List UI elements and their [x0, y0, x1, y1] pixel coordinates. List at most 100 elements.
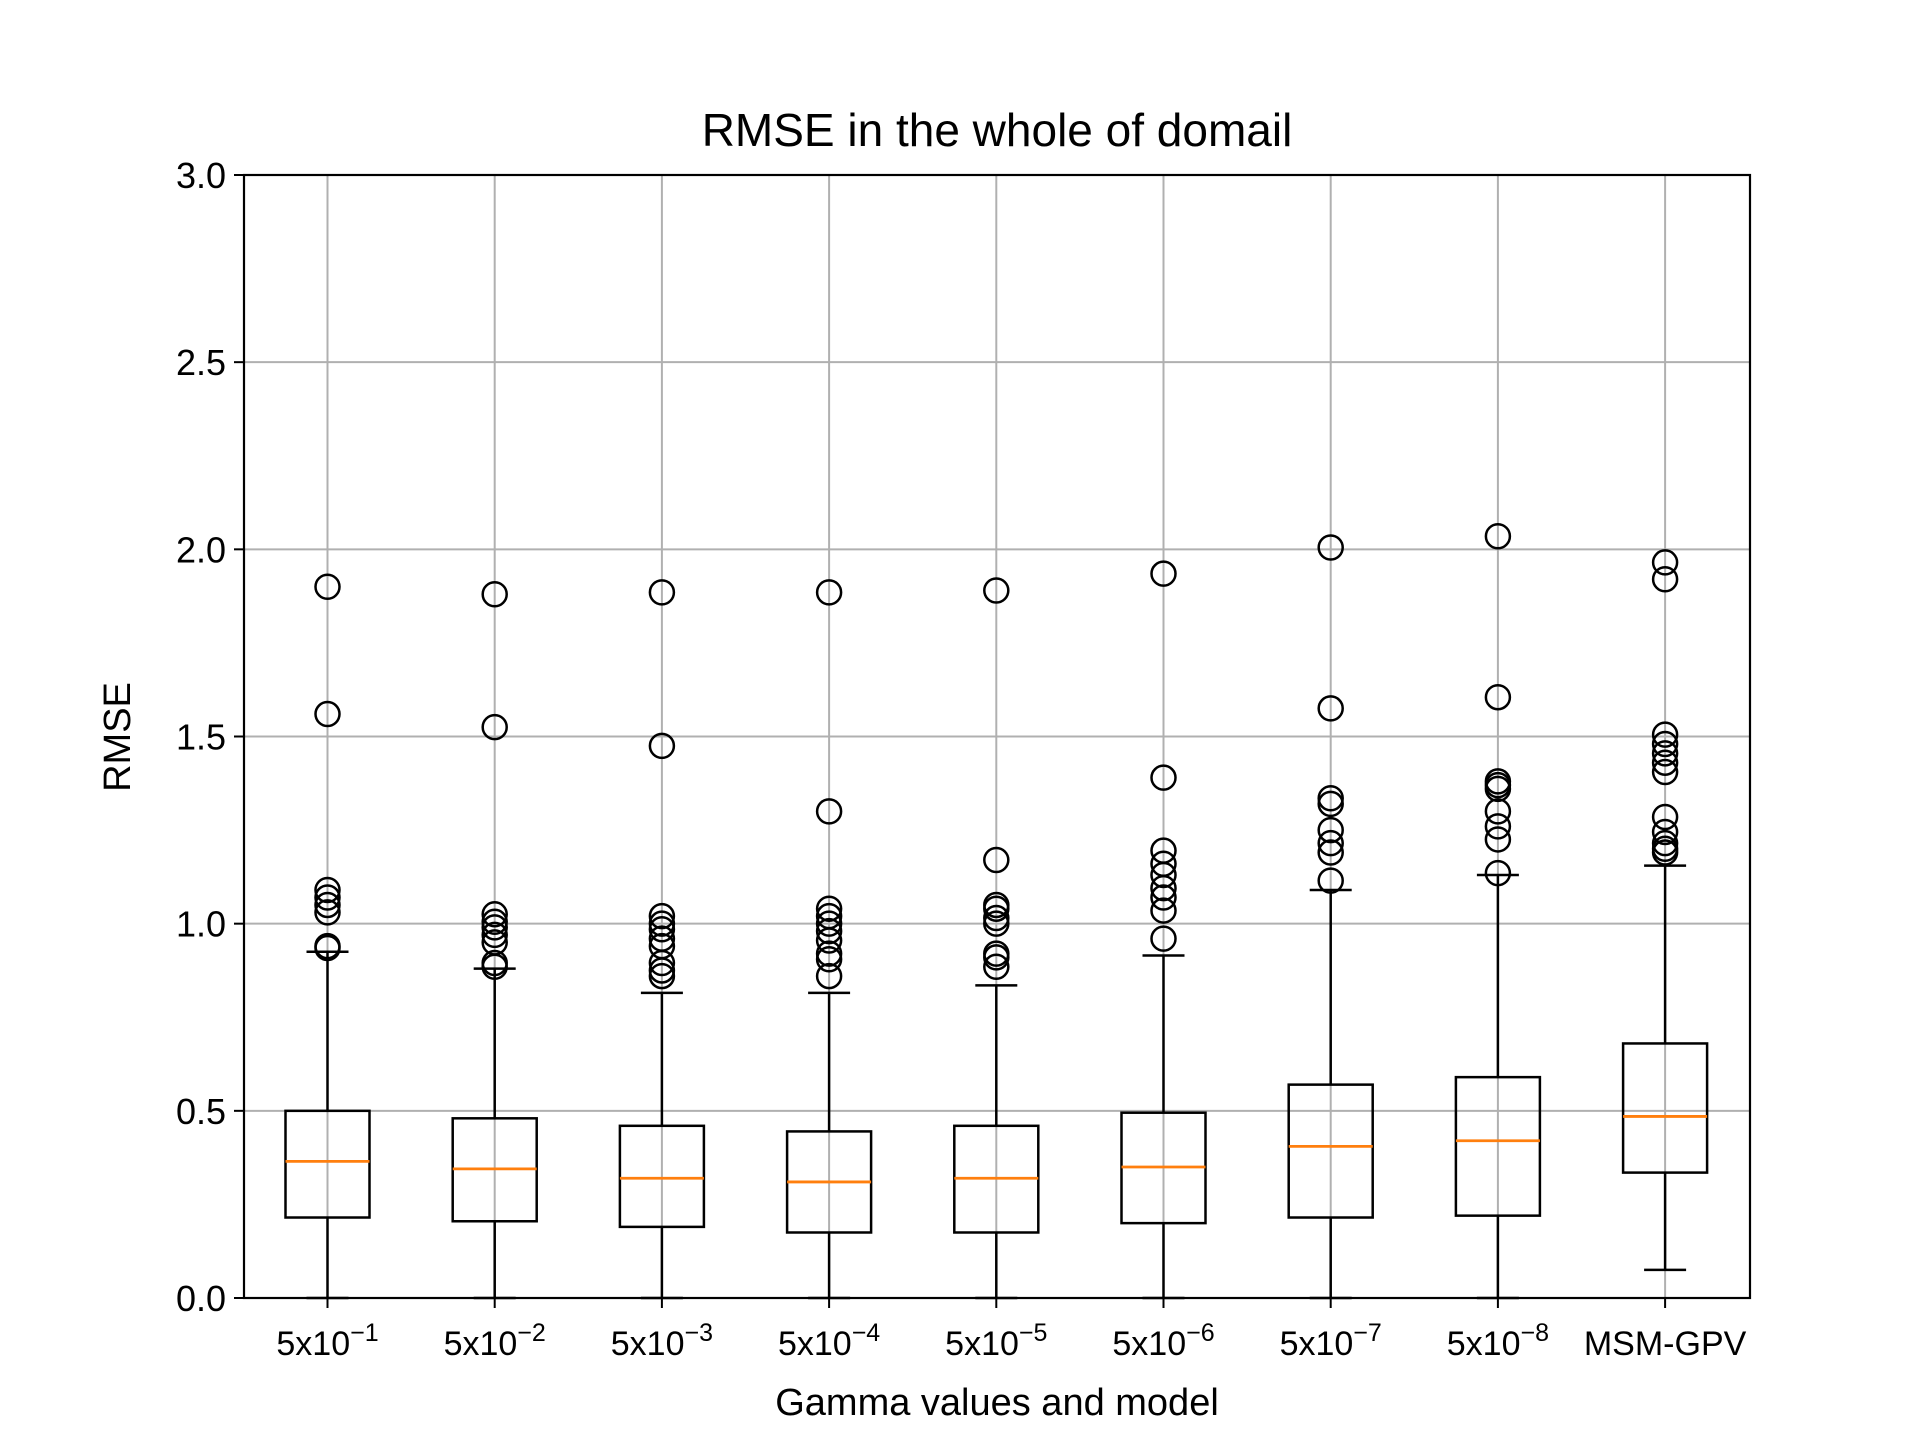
- y-tick-label: 2.0: [176, 529, 226, 570]
- outlier-point: [815, 962, 843, 990]
- outlier-point: [815, 579, 843, 606]
- outlier-point: [314, 899, 341, 926]
- outlier-point: [648, 949, 676, 977]
- outlier-point: [1484, 683, 1512, 711]
- outlier-point: [481, 914, 508, 941]
- box-group: [284, 573, 371, 1300]
- outlier-point: [1317, 534, 1344, 561]
- outlier-point: [1317, 829, 1344, 857]
- outlier-point: [481, 921, 508, 949]
- outlier-point: [1150, 884, 1177, 911]
- outlier-point: [1150, 560, 1177, 587]
- outlier-point: [983, 895, 1010, 922]
- outlier-point: [1317, 839, 1344, 866]
- y-tick-label: 0.5: [176, 1091, 226, 1132]
- chart-title: RMSE in the whole of domail: [702, 104, 1293, 156]
- outlier-point: [1484, 826, 1512, 853]
- outlier-point: [314, 573, 341, 601]
- box-group: [618, 579, 706, 1300]
- y-axis-label: RMSE: [97, 682, 139, 792]
- outlier-point: [1317, 695, 1344, 722]
- outlier-point: [983, 577, 1010, 604]
- outlier-point: [481, 901, 508, 928]
- x-tick-label: 5x10−7: [1280, 1319, 1382, 1363]
- outlier-point: [983, 953, 1010, 980]
- iqr-box: [1454, 1075, 1542, 1217]
- outlier-point: [815, 917, 843, 945]
- iqr-box: [284, 1109, 371, 1219]
- box-group: [785, 579, 873, 1300]
- box-plots: [284, 522, 1709, 1300]
- outlier-point: [648, 916, 676, 943]
- outlier-point: [815, 798, 843, 825]
- outlier-point: [815, 945, 843, 973]
- outlier-point: [1484, 859, 1512, 887]
- outlier-point: [648, 962, 676, 990]
- outlier-point: [983, 846, 1010, 874]
- outlier-point: [314, 876, 341, 904]
- box-group: [1120, 560, 1207, 1300]
- outlier-point: [1150, 925, 1177, 952]
- outlier-point: [1484, 798, 1512, 825]
- x-tick-label: 5x10−6: [1112, 1319, 1214, 1363]
- outlier-point: [1484, 522, 1512, 550]
- outlier-point: [648, 579, 676, 606]
- outlier-point: [1150, 874, 1177, 902]
- outlier-point: [1317, 867, 1344, 894]
- y-tick-label: 2.5: [176, 342, 226, 383]
- outlier-point: [1317, 816, 1344, 844]
- outlier-point: [314, 884, 341, 911]
- outlier-point: [314, 891, 341, 919]
- outlier-point: [1484, 775, 1512, 803]
- x-tick-label: 5x10−3: [611, 1319, 713, 1363]
- outlier-point: [1150, 861, 1177, 889]
- axis-ticks: 0.0 0.5 1.0 1.5 2.0 2.5 3.0 5x10−1 5x10−2 5x10−3 5…: [176, 155, 1747, 1363]
- box-group: [1287, 534, 1374, 1300]
- outlier-point: [648, 902, 676, 930]
- outlier-point: [815, 910, 843, 937]
- y-tick-label: 1.0: [176, 904, 226, 945]
- outlier-point: [481, 713, 508, 741]
- outlier-point: [481, 953, 508, 980]
- x-tick-label: 5x10−4: [778, 1319, 880, 1363]
- y-tick-label: 0.0: [176, 1278, 226, 1319]
- box-group: [1621, 549, 1709, 1272]
- outlier-point: [1651, 758, 1679, 786]
- outlier-point: [314, 934, 341, 962]
- box-group: [451, 581, 538, 1300]
- x-tick-label: MSM-GPV: [1584, 1325, 1747, 1363]
- x-tick-label: 5x10−8: [1447, 1319, 1549, 1363]
- x-tick-label: 5x10−2: [444, 1319, 546, 1363]
- iqr-box: [618, 1124, 706, 1229]
- iqr-box: [1621, 1042, 1709, 1174]
- x-axis-label: Gamma values and model: [775, 1382, 1219, 1424]
- y-tick-label: 1.5: [176, 717, 226, 758]
- outlier-point: [1651, 818, 1679, 846]
- outlier-point: [1651, 730, 1679, 758]
- outlier-point: [1484, 813, 1512, 840]
- outlier-point: [1651, 839, 1679, 866]
- outlier-point: [1317, 790, 1344, 818]
- x-tick-label: 5x10−1: [276, 1319, 378, 1363]
- y-tick-label: 3.0: [176, 155, 226, 196]
- outlier-point: [983, 910, 1010, 937]
- outlier-point: [815, 895, 843, 922]
- box-group: [953, 577, 1040, 1300]
- outlier-point: [1651, 549, 1679, 576]
- outlier-point: [1651, 721, 1679, 748]
- outlier-point: [1150, 897, 1177, 924]
- outlier-point: [1651, 749, 1679, 776]
- outlier-point: [648, 732, 676, 760]
- iqr-box: [1287, 1083, 1374, 1219]
- outlier-point: [314, 700, 341, 728]
- outlier-point: [1150, 764, 1177, 791]
- outlier-point: [481, 581, 508, 608]
- outlier-point: [815, 927, 843, 954]
- x-tick-label: 5x10−5: [945, 1319, 1047, 1363]
- outlier-point: [1651, 566, 1679, 593]
- outlier-point: [1651, 740, 1679, 767]
- outlier-point: [1651, 803, 1679, 831]
- outlier-point: [983, 944, 1010, 971]
